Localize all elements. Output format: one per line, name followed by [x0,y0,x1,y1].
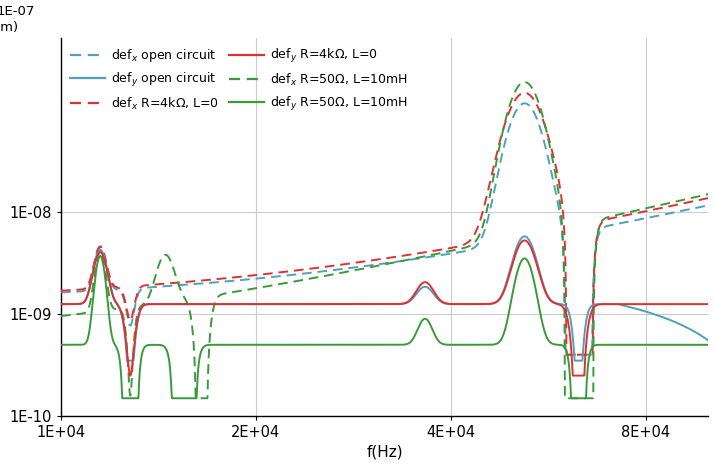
Legend: def$_x$ open circuit, def$_y$ open circuit, def$_x$ R=4kΩ, L=0, def$_y$ R=4kΩ, L: def$_x$ open circuit, def$_y$ open circu… [67,44,411,115]
X-axis label: f(Hz): f(Hz) [366,445,403,459]
Text: 1E-07
(m): 1E-07 (m) [0,6,34,34]
